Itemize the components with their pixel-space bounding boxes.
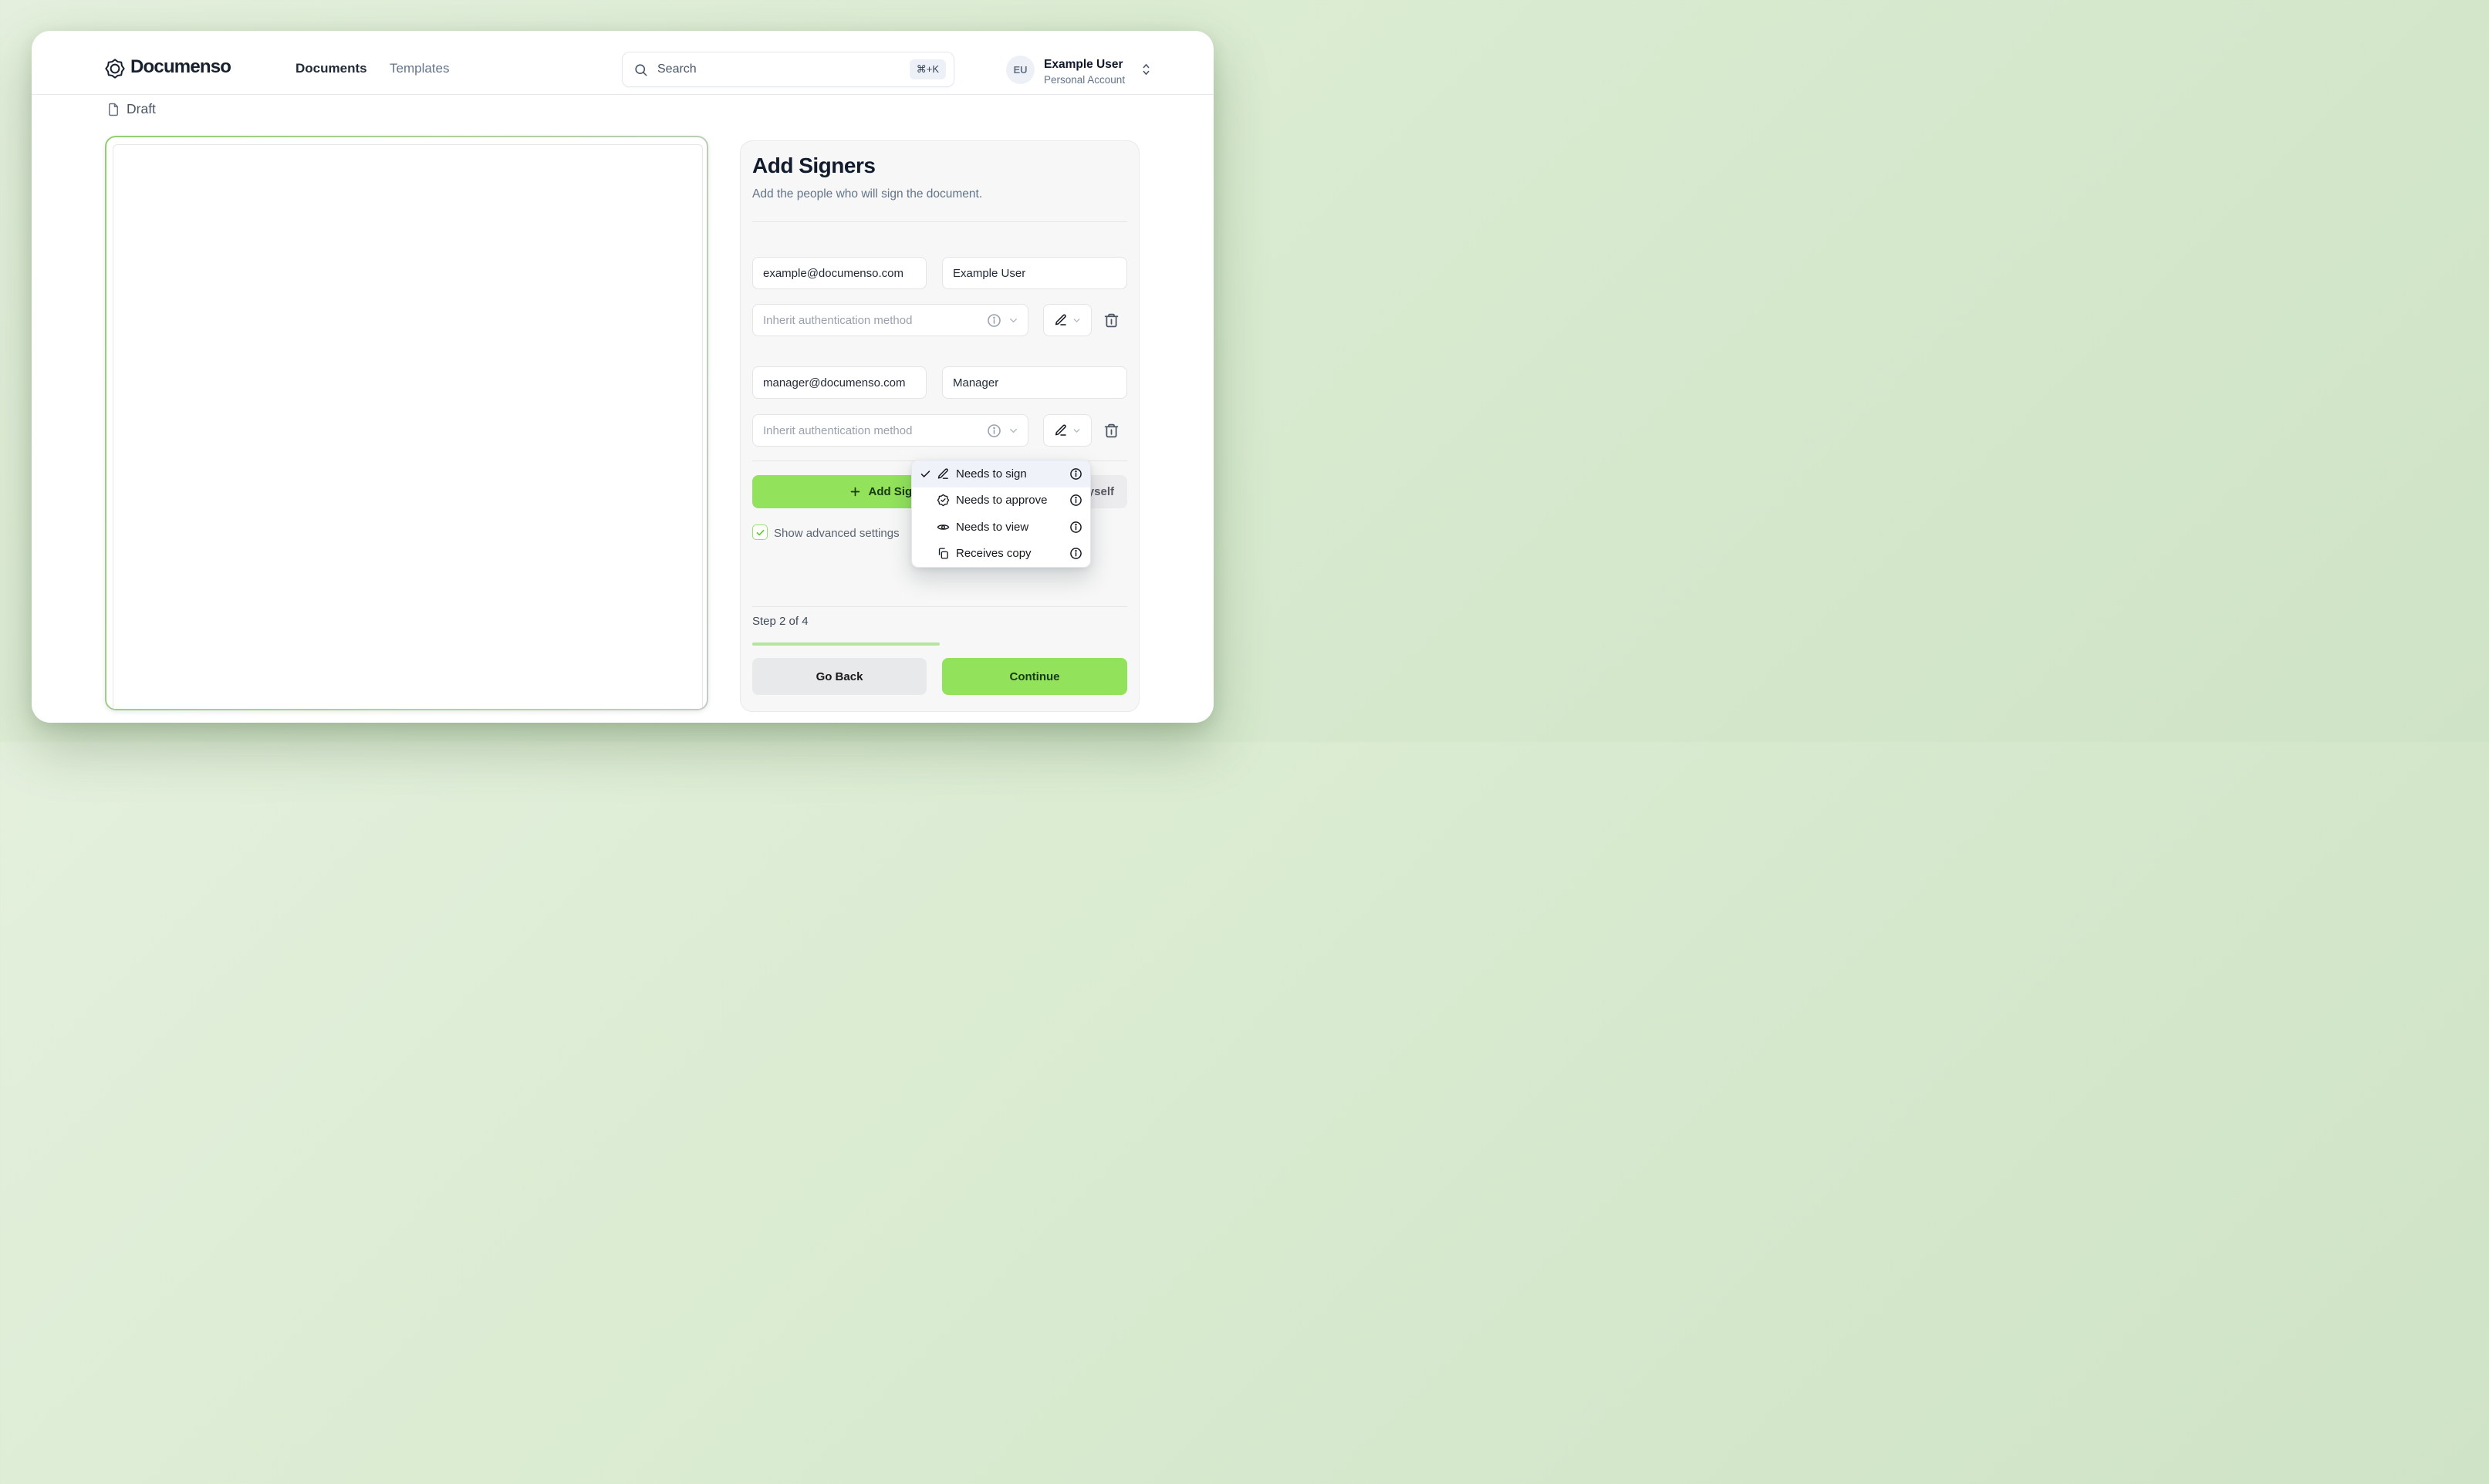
chevron-down-icon: [1010, 428, 1017, 433]
search-icon: [635, 63, 647, 76]
chevron-down-icon: [1073, 318, 1079, 322]
signer-2-name-input[interactable]: [943, 376, 1126, 390]
plus-icon: [851, 487, 860, 497]
signer-1-email-input[interactable]: [753, 266, 926, 280]
signer-2-role-button[interactable]: [1043, 414, 1092, 447]
panel-subtitle: Add the people who will sign the documen…: [752, 187, 983, 201]
step-progress-track: [752, 643, 1127, 646]
role-option-needs-to-sign[interactable]: Needs to sign: [912, 460, 1090, 487]
advanced-settings-checkbox[interactable]: [752, 524, 768, 540]
advanced-settings-label: Show advanced settings: [774, 527, 900, 540]
signer-1-name-input[interactable]: [943, 266, 1126, 280]
divider: [752, 606, 1127, 607]
role-option-label: Needs to sign: [956, 467, 1027, 481]
document-page[interactable]: [113, 144, 703, 709]
role-option-label: Needs to view: [956, 520, 1029, 534]
signature-pen-icon: [1055, 314, 1066, 325]
continue-button[interactable]: Continue: [942, 658, 1127, 695]
info-icon: [988, 313, 1001, 327]
signer-1-name-field: [942, 257, 1127, 289]
role-option-needs-to-view[interactable]: Needs to view: [912, 514, 1090, 541]
go-back-button[interactable]: Go Back: [752, 658, 927, 695]
signature-pen-icon: [937, 468, 948, 479]
document-preview-card: [105, 136, 708, 710]
status-badge: Draft: [127, 101, 156, 116]
brand-name: Documenso: [130, 56, 231, 77]
info-icon[interactable]: [1069, 494, 1082, 507]
search-bar[interactable]: ⌘+K: [622, 52, 954, 87]
trash-icon: [1104, 423, 1118, 437]
step-indicator: Step 2 of 4: [752, 615, 809, 628]
signer-2-auth-select[interactable]: Inherit authentication method: [752, 414, 1028, 447]
info-icon[interactable]: [1069, 521, 1082, 534]
info-icon: [988, 423, 1001, 437]
trash-icon: [1104, 313, 1118, 327]
document-status: Draft: [106, 101, 156, 117]
add-signers-panel: Add Signers Add the people who will sign…: [740, 140, 1140, 712]
panel-title: Add Signers: [752, 153, 876, 177]
user-account-type: Personal Account: [1044, 74, 1126, 86]
signer-role-menu: Needs to sign Needs to approve Needs to …: [911, 460, 1091, 568]
search-input[interactable]: [656, 62, 910, 77]
signer-2-email-input[interactable]: [753, 376, 926, 390]
eye-icon: [937, 524, 950, 530]
document-preview-surface: [106, 137, 707, 709]
info-icon[interactable]: [1069, 467, 1082, 481]
chevron-down-icon: [1073, 428, 1079, 433]
signer-2-delete-button[interactable]: [1100, 414, 1122, 447]
info-icon[interactable]: [1069, 547, 1082, 560]
check-icon: [920, 470, 930, 477]
search-shortcut-badge: ⌘+K: [909, 59, 946, 79]
badge-check-icon: [937, 494, 950, 507]
chevron-down-icon: [1010, 318, 1017, 322]
account-menu-chevrons-icon[interactable]: [1140, 62, 1152, 76]
signer-2-auth-placeholder: Inherit authentication method: [763, 423, 913, 437]
role-option-label: Needs to approve: [956, 494, 1048, 508]
step-progress-fill: [752, 643, 940, 646]
role-option-needs-to-approve[interactable]: Needs to approve: [912, 487, 1090, 514]
signer-1-auth-select[interactable]: Inherit authentication method: [752, 304, 1028, 336]
divider: [752, 221, 1127, 222]
nav-documents[interactable]: Documents: [296, 61, 367, 76]
file-icon: [109, 103, 118, 116]
signer-2-name-field: [942, 366, 1127, 399]
app-window: Documenso Documents Templates ⌘+K EU Exa…: [32, 31, 1214, 723]
role-option-label: Receives copy: [956, 547, 1032, 561]
app-header: Documenso Documents Templates ⌘+K EU Exa…: [32, 31, 1214, 95]
signer-1-email-field: [752, 257, 927, 289]
signer-1-delete-button[interactable]: [1100, 304, 1122, 336]
user-name: Example User: [1044, 58, 1123, 71]
signer-1-role-button[interactable]: [1043, 304, 1092, 336]
role-option-receives-copy[interactable]: Receives copy: [912, 541, 1090, 568]
check-icon: [756, 529, 764, 535]
signer-1-auth-placeholder: Inherit authentication method: [763, 313, 913, 327]
copy-icon: [938, 548, 948, 559]
documenso-logo-icon: [104, 58, 126, 79]
avatar[interactable]: EU: [1006, 56, 1035, 84]
nav-templates[interactable]: Templates: [390, 61, 450, 76]
signer-2-email-field: [752, 366, 927, 399]
signature-pen-icon: [1055, 424, 1066, 436]
